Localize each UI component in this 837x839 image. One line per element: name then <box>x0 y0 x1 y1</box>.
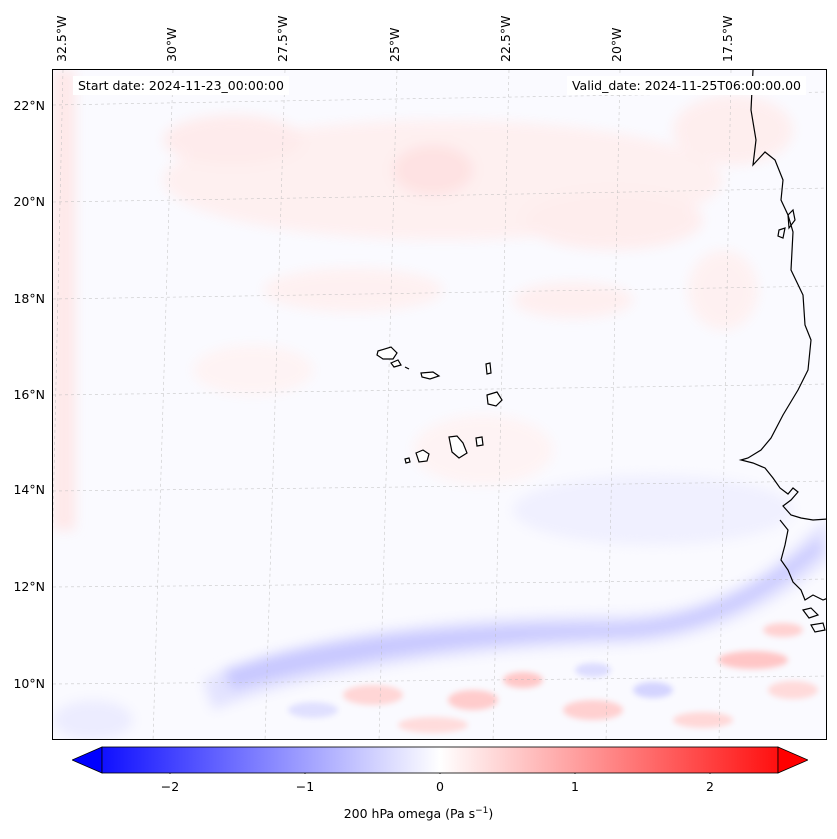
lon-label-22-5w: 22.5°W <box>498 15 513 62</box>
island-sal <box>485 362 492 375</box>
cape-verde-islands <box>376 346 503 464</box>
island-sao-nicolau <box>420 371 441 380</box>
colorbar-tick-minus2: −2 <box>160 779 180 794</box>
lon-label-17-5w: 17.5°W <box>720 15 735 62</box>
coastline <box>738 70 826 633</box>
lat-label-14n: 14°N <box>13 482 45 497</box>
map-panel[interactable] <box>52 69 827 740</box>
convective-noise <box>288 623 818 733</box>
island-boa-vista <box>486 391 503 407</box>
lat-label-16n: 16°N <box>13 387 45 402</box>
colorbar-gradient <box>101 746 779 774</box>
island-santa-luzia <box>404 366 410 370</box>
colorbar-label-close: ) <box>488 806 494 822</box>
lon-label-27-5w: 27.5°W <box>275 15 290 62</box>
colorbar-tick-2: 2 <box>706 779 714 794</box>
island-fogo <box>415 449 430 463</box>
ascent-band <box>53 475 826 739</box>
colorbar-label-main: 200 hPa omega (Pa s <box>343 806 476 822</box>
island-maio <box>475 436 484 447</box>
lon-label-25w: 25°W <box>387 27 402 62</box>
gridlines <box>53 70 826 739</box>
valid-date-label: Valid_date: 2024-11-25T06:00:00.00 <box>566 76 806 95</box>
lon-label-20w: 20°W <box>609 27 624 62</box>
lat-label-18n: 18°N <box>13 291 45 306</box>
colorbar-label-exponent: −1 <box>475 806 489 816</box>
start-date-label: Start date: 2024-11-23_00:00:00 <box>73 76 289 95</box>
colorbar <box>72 746 808 774</box>
colorbar-label: 200 hPa omega (Pa s−1) <box>0 806 837 821</box>
colorbar-min-extend <box>72 746 103 774</box>
lat-label-22n: 22°N <box>13 98 45 113</box>
lat-label-20n: 20°N <box>13 194 45 209</box>
colorbar-max-extend <box>777 746 808 774</box>
lon-label-30w: 30°W <box>164 27 179 62</box>
lat-label-12n: 12°N <box>13 579 45 594</box>
omega-field-map <box>53 70 826 739</box>
island-brava <box>404 457 411 464</box>
island-santiago <box>448 435 468 459</box>
lat-label-10n: 10°N <box>13 676 45 691</box>
colorbar-tick-0: 0 <box>436 779 444 794</box>
colorbar-tick-minus1: −1 <box>295 779 315 794</box>
colorbar-tick-1: 1 <box>571 779 579 794</box>
lon-label-32-5w: 32.5°W <box>54 15 69 62</box>
island-santo-antao <box>376 346 398 360</box>
subsidence-patches <box>53 70 793 530</box>
island-sao-vicente <box>390 359 402 368</box>
